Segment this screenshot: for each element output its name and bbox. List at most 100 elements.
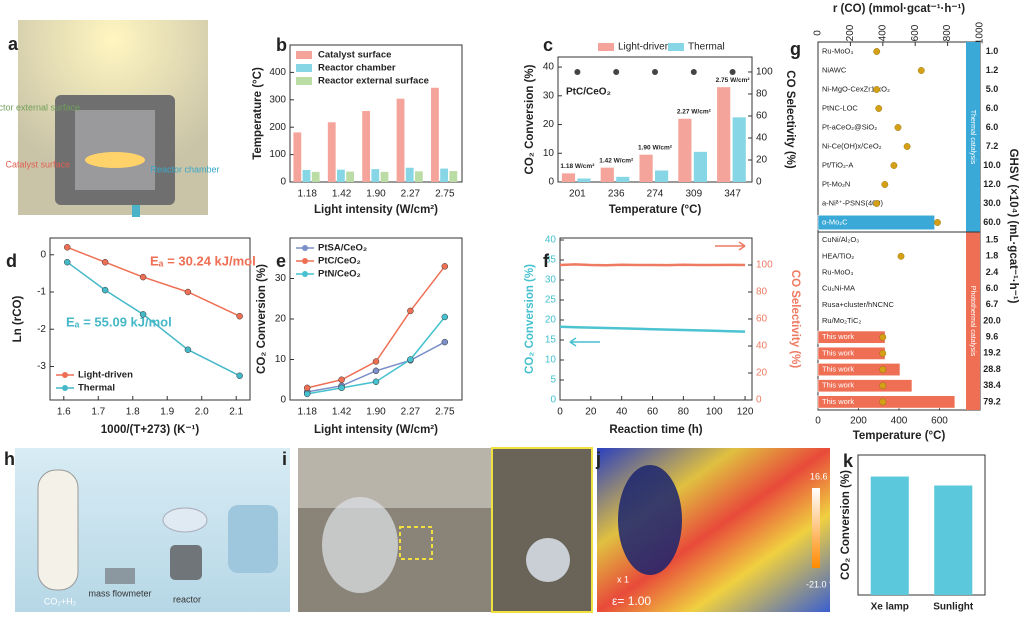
y-tick-label: 40 [543,62,555,73]
point [303,390,311,398]
plot-frame [49,237,251,401]
y-axis-label: CO₂ Conversion (%) [524,264,536,374]
y2-tick-label: 100 [756,67,773,78]
panel-label: j [595,449,601,469]
bar [717,87,731,182]
x-tick-label: Sunlight [933,602,974,613]
y2-tick-label: 80 [756,287,768,298]
category-label: Pt-Mo₂N [822,179,850,188]
bar [449,171,458,182]
y2-tick-label: 0 [756,177,762,188]
x-axis-label: Reaction time (h) [609,424,702,436]
panel-label: c [543,35,553,55]
x-tick-label: 40 [616,407,628,418]
label: CO₂+H₂ [44,596,77,606]
y-tick-label: 20 [545,315,557,326]
point [879,349,887,357]
ghsv-label: 60.0 [983,217,1001,227]
y2-tick-label: 60 [756,111,768,122]
bar [362,111,371,182]
point [338,384,345,392]
category-label: This work [822,397,854,406]
x-tick-label: 274 [647,189,664,200]
panel-label: e [276,251,286,271]
x-tick-label: 2.0 [195,407,209,418]
point [934,219,941,226]
y-tick-label: 0 [550,395,556,406]
label: ε= 1.00 [612,594,651,608]
x-tick-label: 1.90 [366,407,386,418]
section-label: Photothermal catalysis [969,286,976,357]
x2-tick-label: 600 [931,416,948,427]
legend-label: Reactor chamber [318,63,396,74]
y2-tick-label: 40 [756,341,768,352]
x-tick-label: 120 [737,407,754,418]
x-tick-label: 0 [557,407,563,418]
y-tick-label: 0 [548,177,554,188]
point [917,67,925,74]
legend-swatch [598,43,614,51]
bar-label: 1.18 W/cm² [560,163,595,170]
category-label: NiAWC [822,65,847,74]
legend-label: PtN/CeO₂ [318,269,361,280]
y-tick-label: 100 [269,149,286,160]
y-axis-label: Temperature (°C) [252,67,264,160]
bar [405,167,414,182]
y-tick-label: 0 [280,177,286,188]
x2-tick-label: 200 [850,416,867,427]
y-tick-label: 10 [543,148,555,159]
point [879,382,887,390]
y-tick-label: 300 [269,94,286,105]
panel-label: d [6,251,17,271]
x-tick-label: 1.6 [57,407,71,418]
x2-axis-label: Temperature (°C) [853,430,946,442]
point [407,356,414,363]
ghsv-label: 6.7 [986,299,999,309]
x-tick-label: 201 [569,189,586,200]
bar [655,170,669,182]
x-tick-label: 20 [585,407,597,418]
point [441,313,449,321]
bar [414,171,423,182]
x-tick-label: 1.7 [91,407,105,418]
bar [817,379,913,393]
x-tick-label: 1.9 [160,407,174,418]
x-tick-label: 100 [706,407,723,418]
bar [817,363,901,376]
point [574,68,581,75]
y2-tick-label: 20 [756,155,768,166]
x-tick-label: 2.75 [435,407,455,418]
point [729,68,736,75]
category-label: This work [822,381,854,390]
y-axis-label: CO₂ Conversion (%) [256,264,268,374]
bar [934,485,973,595]
x2-tick-label: 0 [815,416,821,427]
category-label: This work [822,348,854,357]
point [101,286,109,294]
ghsv-label: 1.0 [986,46,999,56]
point [184,346,192,353]
legend-swatch [302,271,308,277]
bar-label: 2.75 W/cm² [716,77,751,84]
bar [732,117,746,182]
legend-swatch [62,385,68,391]
ghsv-label: 28.8 [983,364,1001,374]
y-tick-label: -3 [37,361,46,372]
point [879,398,887,406]
point [407,307,414,315]
panel-h-image [15,448,290,612]
ghsv-label: 19.2 [983,348,1001,358]
bar [431,87,439,182]
point [184,288,192,296]
ghsv-label: 12.0 [983,179,1001,189]
legend-label: Light-driven [78,370,133,381]
y-tick-label: 400 [269,67,286,78]
point [613,68,620,75]
x-tick-label: 600 [910,24,921,41]
category-label: Ni-MgO-CexZr1-xO₂ [822,84,890,93]
point [903,143,911,150]
panel-label: i [282,449,287,469]
panel-j-image [597,448,830,612]
panel-a-image [18,20,208,217]
y-axis-label: CO₂ Conversion (%) [524,64,536,174]
